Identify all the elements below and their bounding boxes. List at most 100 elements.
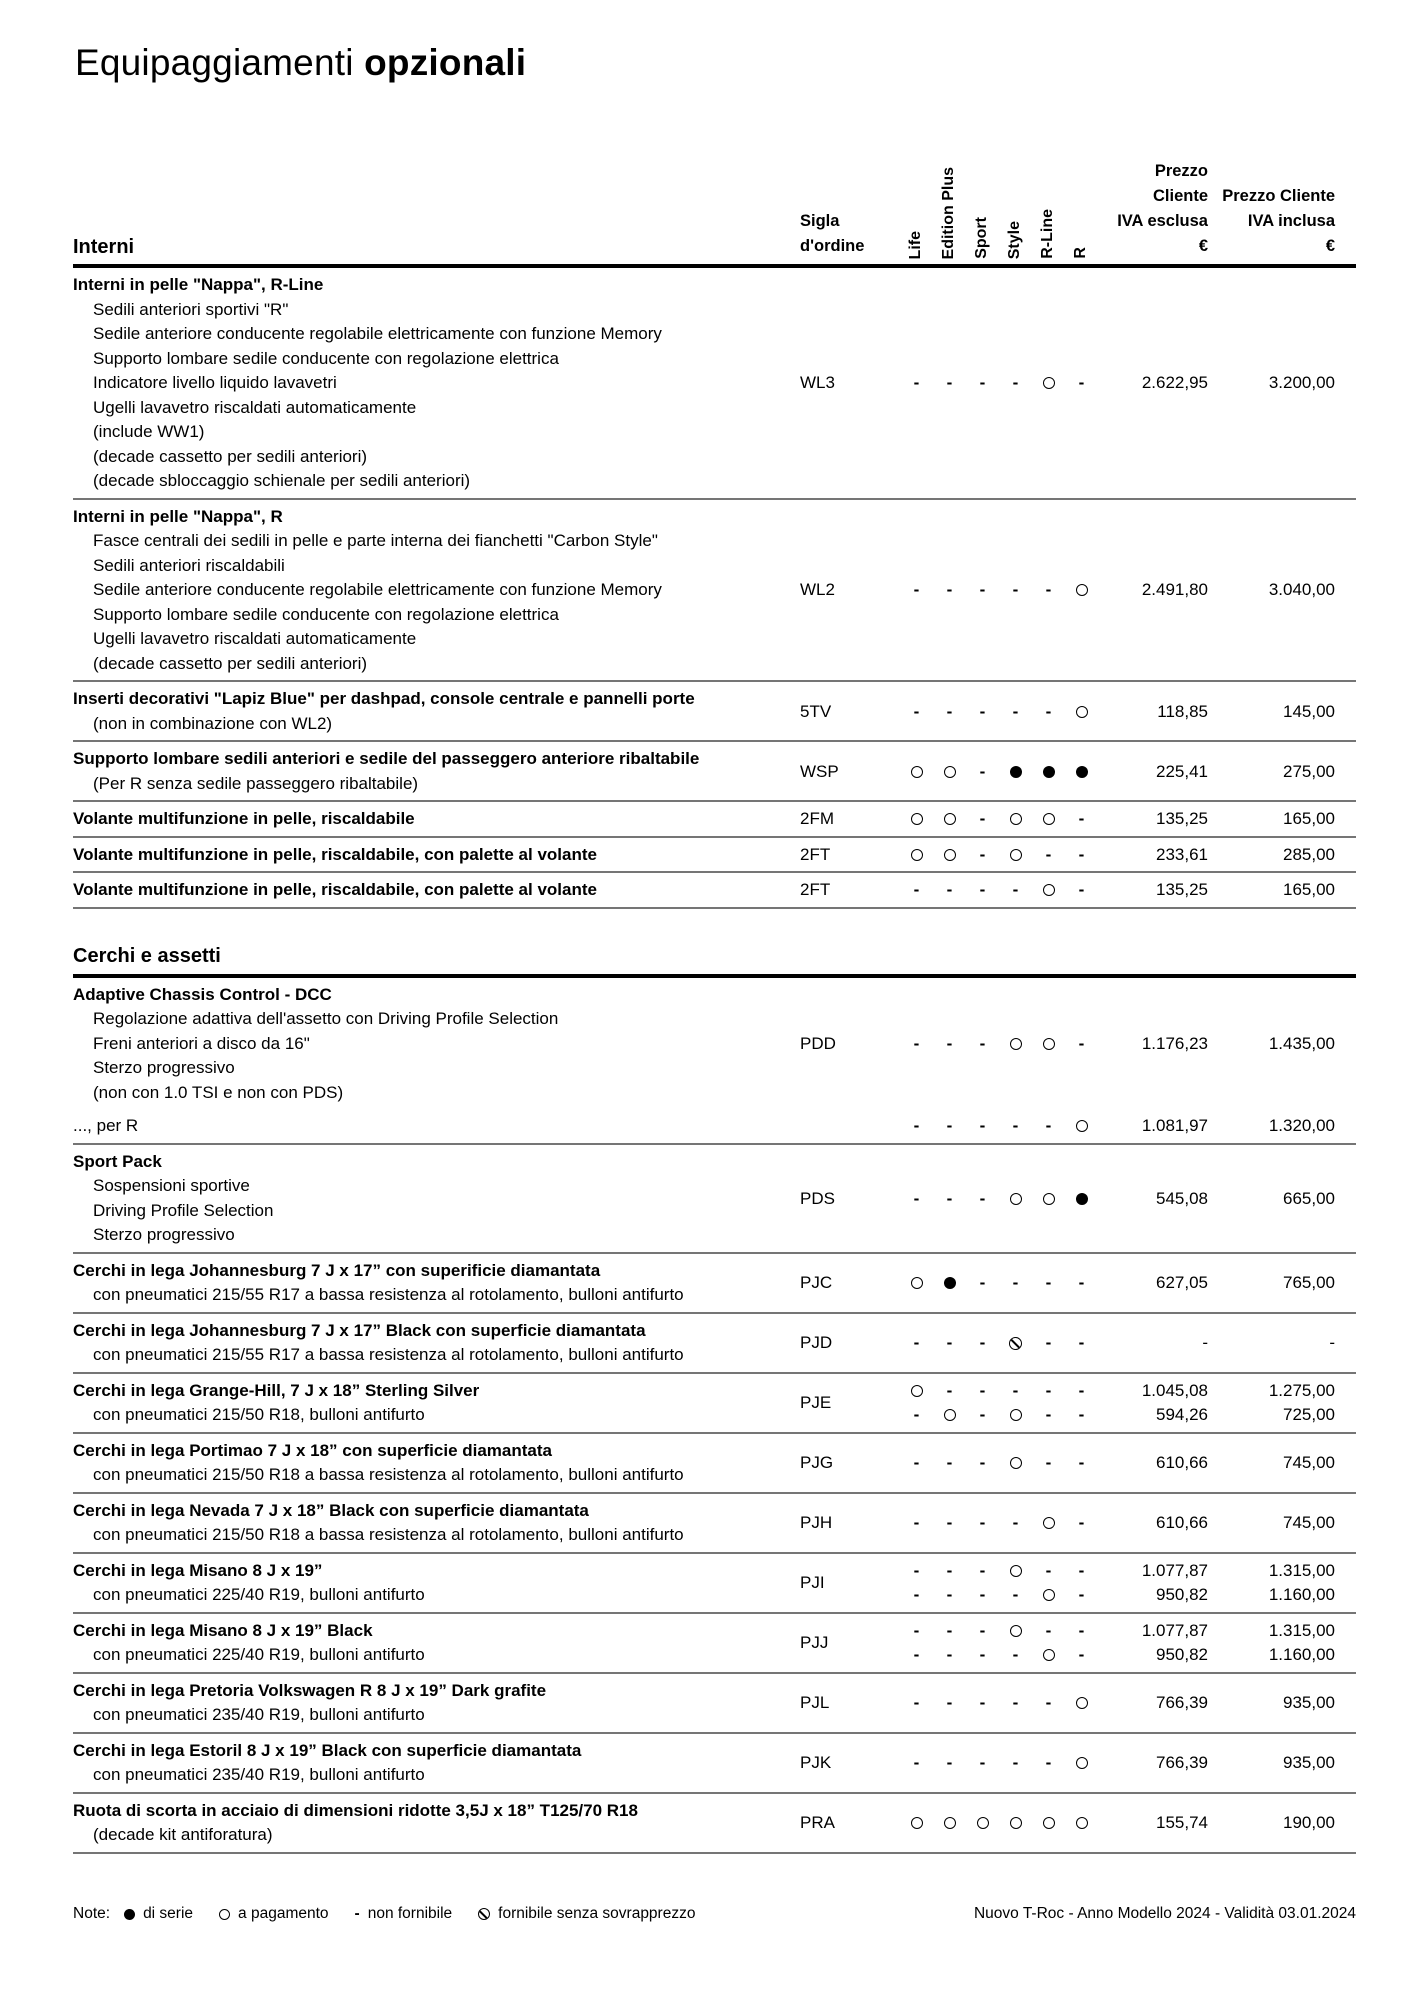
option-values: - - - - - 610,66 745,00 <box>900 1499 1356 1548</box>
option-title: ..., per R <box>73 1116 139 1135</box>
mark-a-pagamento <box>943 765 956 778</box>
option-detail: con pneumatici 225/40 R19, bulloni antif… <box>93 1585 425 1604</box>
option-detail: (non con 1.0 TSI e non con PDS) <box>93 1082 344 1102</box>
trim-mark-cell <box>999 1409 1032 1422</box>
trim-mark-cell: - <box>933 1645 966 1665</box>
trim-mark-cell <box>999 1037 1032 1050</box>
trim-mark-cell <box>1032 1589 1065 1602</box>
option-values: - - - - - 2.491,80 3.040,00 <box>900 505 1356 677</box>
option-values: 155,74 190,00 <box>900 1799 1356 1848</box>
price-iva-esclusa: 627,05 <box>1156 1273 1208 1292</box>
option-values: - - - - - 610,66 745,00 <box>900 1439 1356 1488</box>
option-description: Cerchi in lega Johannesburg 7 J x 17” Bl… <box>73 1319 800 1368</box>
mark-a-pagamento <box>1042 813 1055 826</box>
trim-mark-cell: - <box>966 845 999 865</box>
option-title: Cerchi in lega Portimao 7 J x 18” con su… <box>73 1440 552 1460</box>
table-row: Cerchi in lega Johannesburg 7 J x 17” Bl… <box>73 1314 1356 1374</box>
mark-non-fornibile: - <box>1045 580 1052 600</box>
trim-mark-cell <box>1032 1649 1065 1662</box>
order-code: WL2 <box>800 580 835 600</box>
mark-non-fornibile: - <box>946 1116 953 1136</box>
mark-a-pagamento <box>943 1817 956 1829</box>
price-iva-inclusa: 1.320,00 <box>1268 1116 1335 1136</box>
mark-non-fornibile: - <box>1045 1405 1052 1425</box>
trim-mark-cell <box>1065 1120 1098 1133</box>
legend-item: a pagamento <box>219 1905 329 1923</box>
mark-non-fornibile: - <box>1012 1693 1019 1712</box>
trim-mark-cell: - <box>900 1189 933 1209</box>
mark-a-pagamento <box>1075 1697 1088 1709</box>
values-row: - - - - - 610,66 745,00 <box>900 1451 1356 1476</box>
mark-a-pagamento <box>910 765 923 778</box>
option-detail: Sospensioni sportive <box>93 1176 250 1195</box>
section-rows-cerchi-e-assetti: Adaptive Chassis Control - DCC Regolazion… <box>73 978 1356 1854</box>
option-detail: Regolazione adattiva dell'assetto con Dr… <box>93 1009 559 1028</box>
option-description: Ruota di scorta in acciaio di dimensioni… <box>73 1799 800 1848</box>
trim-label: Style <box>1006 220 1024 259</box>
legend-label: Note: <box>73 1905 111 1922</box>
price-iva-esclusa: 135,25 <box>1156 880 1208 900</box>
option-description: Cerchi in lega Johannesburg 7 J x 17” co… <box>73 1259 800 1308</box>
mark-a-pagamento <box>910 1384 923 1397</box>
price-iva-esclusa: 594,26 <box>1156 1405 1208 1425</box>
trim-mark-cell: - <box>966 1513 999 1533</box>
mark-non-fornibile: - <box>1045 1753 1052 1772</box>
values-row: - - 135,25 165,00 <box>900 807 1356 832</box>
price-iva-inclusa: 145,00 <box>1283 701 1335 721</box>
option-values: - - - - - 766,39 935,00 <box>900 1679 1356 1728</box>
mark-di-serie <box>1009 765 1022 778</box>
mark-non-fornibile: - <box>1012 701 1019 721</box>
mark-a-pagamento <box>219 1908 231 1920</box>
table-row: Cerchi in lega Nevada 7 J x 18” Black co… <box>73 1494 1356 1554</box>
mark-non-fornibile: - <box>1045 701 1052 721</box>
trim-mark-cell: - <box>1065 1273 1098 1293</box>
values-row: - - - - - 950,82 1.160,00 <box>900 1583 1356 1608</box>
mark-non-fornibile: - <box>979 701 986 721</box>
values-row: - - - - - 1.077,87 1.315,00 <box>900 1619 1356 1644</box>
trim-mark-cell <box>900 813 933 826</box>
option-description: Cerchi in lega Portimao 7 J x 18” con su… <box>73 1439 800 1488</box>
option-detail: Sedili anteriori sportivi "R" <box>93 299 289 319</box>
trim-mark-cell: - <box>966 1561 999 1581</box>
trim-mark-cell: - <box>1032 702 1065 722</box>
mark-non-fornibile: - <box>979 844 986 864</box>
trim-mark-cell: - <box>999 1693 1032 1713</box>
trim-mark-cell <box>1065 705 1098 718</box>
mark-non-fornibile: - <box>913 880 920 900</box>
option-detail: Sedile anteriore conducente regolabile e… <box>93 580 662 599</box>
price-iva-esclusa: - <box>1202 1333 1208 1352</box>
price-iva-inclusa: 165,00 <box>1283 809 1335 829</box>
mark-non-fornibile: - <box>979 1033 986 1053</box>
mark-senza-sovrapprezzo <box>478 1908 491 1920</box>
mark-non-fornibile: - <box>946 880 953 900</box>
symbols-legend: Note: di serie a pagamento - non fornibile f… <box>73 1905 721 1923</box>
trim-mark-cell: - <box>966 702 999 722</box>
trim-mark-cell: - <box>1065 1645 1098 1665</box>
trim-mark-cell: - <box>1065 1453 1098 1473</box>
mark-di-serie <box>124 1908 136 1920</box>
option-description: Adaptive Chassis Control - DCC Regolazion… <box>73 983 800 1106</box>
option-description: Interni in pelle "Nappa", R-Line Sedili a… <box>73 273 800 494</box>
price-iva-esclusa: 950,82 <box>1156 1645 1208 1665</box>
price-iva-esclusa: 2.491,80 <box>1141 580 1208 600</box>
mark-a-pagamento <box>1042 1517 1055 1529</box>
option-detail: (Per R senza sedile passeggero ribaltabi… <box>93 773 419 793</box>
trim-mark-cell: - <box>1065 1405 1098 1425</box>
trim-mark-cell: - <box>1065 373 1098 393</box>
mark-non-fornibile: - <box>913 1033 920 1053</box>
mark-non-fornibile: - <box>913 701 920 721</box>
table-header: Interni Sigla d'ordine Life Edition Plus S… <box>73 150 1356 268</box>
trim-mark-cell: - <box>966 1273 999 1293</box>
mark-non-fornibile: - <box>913 1188 920 1208</box>
legend-item-text: a pagamento <box>238 1905 329 1922</box>
trim-label: Life <box>907 230 925 259</box>
trim-mark-cell: - <box>933 1693 966 1713</box>
option-title: Cerchi in lega Pretoria Volkswagen R 8 J… <box>73 1680 547 1700</box>
values-row: - - - - - 766,39 935,00 <box>900 1751 1356 1776</box>
trim-mark-cell <box>999 1336 1032 1350</box>
order-code: PJC <box>800 1273 833 1292</box>
mark-non-fornibile: - <box>1078 1033 1085 1053</box>
values-row: - - - - - 950,82 1.160,00 <box>900 1643 1356 1668</box>
values-row: - - - 233,61 285,00 <box>900 843 1356 868</box>
mark-non-fornibile: - <box>1012 1273 1019 1292</box>
